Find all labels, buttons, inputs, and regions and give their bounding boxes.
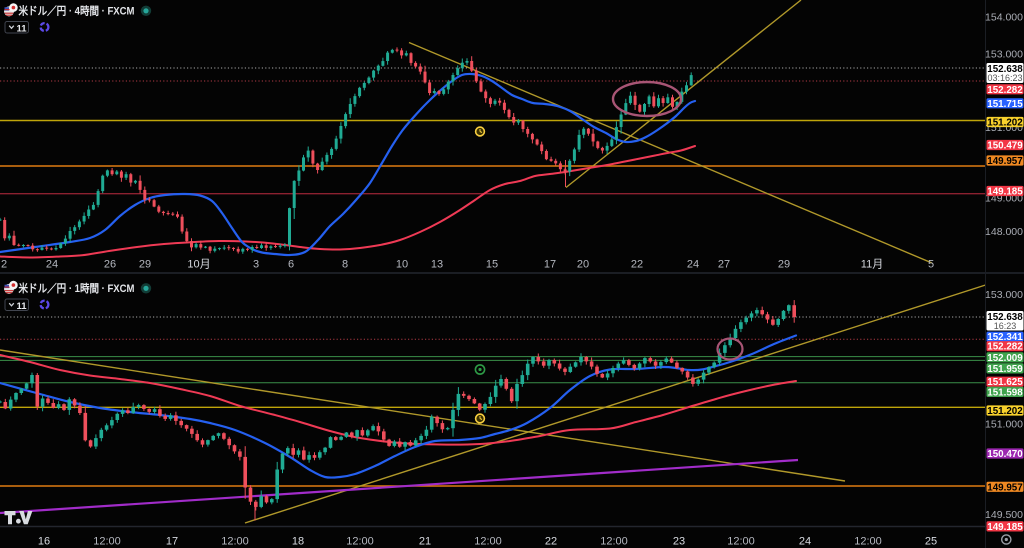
svg-text:150.479: 150.479 xyxy=(987,141,1023,152)
svg-text:27: 27 xyxy=(718,259,730,271)
svg-text:15: 15 xyxy=(486,259,498,271)
svg-text:152.341: 152.341 xyxy=(987,332,1023,343)
svg-text:24: 24 xyxy=(799,536,811,548)
svg-text:13: 13 xyxy=(431,259,443,271)
svg-text:10月: 10月 xyxy=(187,259,210,271)
svg-text:12:00: 12:00 xyxy=(93,536,121,548)
svg-text:11月: 11月 xyxy=(861,259,883,271)
svg-text:149.957: 149.957 xyxy=(987,482,1023,493)
svg-text:21: 21 xyxy=(419,536,431,548)
svg-text:24: 24 xyxy=(687,259,699,271)
svg-text:152.638: 152.638 xyxy=(987,64,1023,75)
svg-text:12:00: 12:00 xyxy=(600,536,628,548)
svg-text:151.959: 151.959 xyxy=(987,364,1023,375)
svg-text:151.202: 151.202 xyxy=(987,118,1023,129)
svg-text:12:00: 12:00 xyxy=(346,536,374,548)
svg-text:米ドル／円 · 1時間 · FXCM: 米ドル／円 · 1時間 · FXCM xyxy=(18,281,135,295)
svg-text:17: 17 xyxy=(544,259,556,271)
svg-text:03:16:23: 03:16:23 xyxy=(987,73,1022,83)
svg-text:154.000: 154.000 xyxy=(985,12,1023,24)
svg-text:10: 10 xyxy=(396,259,408,271)
svg-text:16: 16 xyxy=(38,536,50,548)
svg-text:153.000: 153.000 xyxy=(985,48,1023,60)
svg-text:17: 17 xyxy=(166,536,178,548)
svg-text:23: 23 xyxy=(673,536,685,548)
svg-text:26: 26 xyxy=(104,259,116,271)
svg-text:149.185: 149.185 xyxy=(987,522,1023,533)
svg-text:6: 6 xyxy=(288,259,294,271)
svg-text:149.185: 149.185 xyxy=(987,187,1023,198)
svg-text:20: 20 xyxy=(577,259,589,271)
svg-text:151.000: 151.000 xyxy=(985,419,1023,431)
svg-text:22: 22 xyxy=(631,259,643,271)
svg-text:149.957: 149.957 xyxy=(987,156,1023,167)
svg-text:12:00: 12:00 xyxy=(854,536,882,548)
svg-text:米ドル／円 · 4時間 · FXCM: 米ドル／円 · 4時間 · FXCM xyxy=(18,4,135,18)
svg-text:152.009: 152.009 xyxy=(987,353,1023,364)
svg-text:151.715: 151.715 xyxy=(987,99,1023,110)
svg-text:12:00: 12:00 xyxy=(474,536,502,548)
svg-text:151.598: 151.598 xyxy=(987,387,1023,398)
svg-text:16:23: 16:23 xyxy=(994,321,1017,331)
svg-text:150.470: 150.470 xyxy=(987,449,1023,460)
svg-text:152.282: 152.282 xyxy=(987,342,1023,353)
svg-text:25: 25 xyxy=(925,536,937,548)
svg-text:3: 3 xyxy=(253,259,259,271)
svg-text:2: 2 xyxy=(1,259,7,271)
svg-text:152.282: 152.282 xyxy=(987,85,1023,96)
svg-text:8: 8 xyxy=(342,259,348,271)
svg-text:22: 22 xyxy=(545,536,557,548)
svg-text:148.000: 148.000 xyxy=(985,226,1023,238)
svg-text:29: 29 xyxy=(139,259,151,271)
svg-text:152.638: 152.638 xyxy=(987,312,1023,323)
svg-text:11: 11 xyxy=(17,23,28,34)
svg-text:24: 24 xyxy=(46,259,58,271)
svg-text:11: 11 xyxy=(17,301,28,312)
svg-text:151.202: 151.202 xyxy=(987,406,1023,417)
svg-text:153.000: 153.000 xyxy=(985,289,1023,301)
svg-text:12:00: 12:00 xyxy=(727,536,755,548)
svg-text:29: 29 xyxy=(778,259,790,271)
svg-text:149.500: 149.500 xyxy=(985,509,1023,521)
svg-text:5: 5 xyxy=(928,259,934,271)
svg-text:12:00: 12:00 xyxy=(221,536,249,548)
svg-text:18: 18 xyxy=(292,536,304,548)
svg-text:151.625: 151.625 xyxy=(987,377,1023,388)
